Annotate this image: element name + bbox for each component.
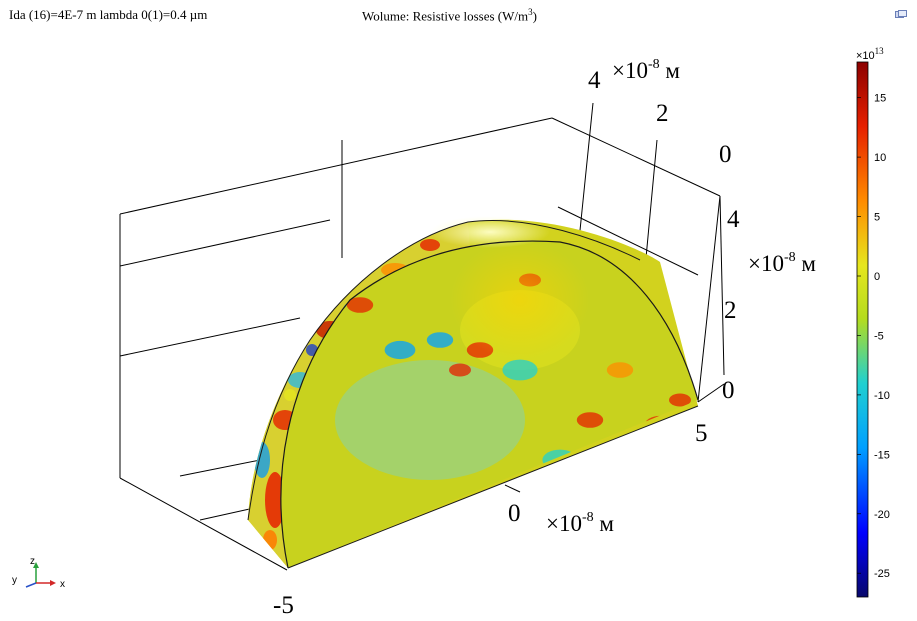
plot-title-superscript: 3 — [528, 7, 533, 17]
colorbar-tick-label: -25 — [874, 568, 890, 580]
base-edge — [287, 405, 699, 569]
field-blob — [304, 290, 336, 310]
field-blob — [280, 333, 301, 347]
window-restore-icon[interactable] — [895, 10, 907, 19]
colorbar: ×1013 15 10 5 0 -5 -10 -15 -20 -25 — [856, 46, 890, 598]
field-blob — [502, 359, 538, 381]
colorbar-gradient — [856, 61, 869, 598]
field-blob — [449, 363, 471, 377]
axis-triad-icon: y z x — [12, 556, 65, 590]
sphere-cross-section — [280, 241, 698, 568]
bounding-box-wireframe — [119, 102, 725, 571]
plot-parameters-label: Ida (16)=4E-7 m lambda 0(1)=0.4 µm — [9, 7, 208, 22]
colorbar-tick-label: 5 — [874, 212, 880, 224]
field-blob — [346, 297, 374, 313]
field-blob — [606, 362, 634, 378]
field-blob — [384, 340, 416, 360]
triad-label-z: z — [30, 556, 35, 567]
z-tick-label: 4 — [727, 206, 740, 233]
y-axis: 4 2 0 ×10-8 м — [588, 57, 732, 168]
x-tick-label: 0 — [508, 500, 521, 527]
colorbar-tick-label: -20 — [874, 509, 890, 521]
triad-label-x: x — [60, 579, 65, 590]
triad-label-y: y — [12, 575, 17, 586]
left-band-pattern — [254, 239, 440, 550]
x-tick-label: 5 — [695, 420, 708, 447]
plot-title: Wolume: Resistive losses (W/m3) — [362, 7, 537, 24]
colorbar-tick-label: -5 — [874, 330, 884, 342]
z-axis-unit: ×10-8 м — [748, 250, 816, 276]
z-axis: 4 2 0 ×10-8 м — [722, 206, 816, 404]
y-tick-label: 4 — [588, 67, 601, 94]
x-tick-label: -5 — [273, 592, 294, 619]
field-blob — [669, 393, 691, 407]
z-tick-label: 0 — [722, 377, 735, 404]
field-blob — [249, 354, 271, 367]
x-axis: 5 0 -5 ×10-8 м — [273, 420, 708, 619]
y-axis-unit: ×10-8 м — [612, 57, 680, 83]
y-tick-label: 2 — [656, 100, 669, 127]
colorbar-tick-label: -15 — [874, 449, 890, 461]
meridian-curve — [247, 220, 641, 521]
plot-title-main: Wolume: Resistive losses (W/m — [362, 8, 529, 24]
plot-title-suffix: ) — [532, 8, 537, 24]
colorbar-tick-label: 0 — [874, 271, 880, 283]
cross-section-shading — [450, 240, 590, 360]
field-blob — [426, 332, 454, 348]
half-sphere-surface — [247, 216, 699, 569]
x-axis-unit: ×10-8 м — [546, 510, 614, 536]
z-tick-label: 2 — [724, 297, 737, 324]
front-edge-curve — [280, 240, 699, 569]
colorbar-tick-label: 10 — [874, 152, 886, 164]
colorbar-tick-label: 15 — [874, 93, 886, 105]
field-blob — [576, 412, 604, 428]
colorbar-tick-label: -10 — [874, 390, 890, 402]
y-tick-label: 0 — [719, 141, 732, 168]
colorbar-exponent-label: ×1013 — [856, 46, 884, 62]
